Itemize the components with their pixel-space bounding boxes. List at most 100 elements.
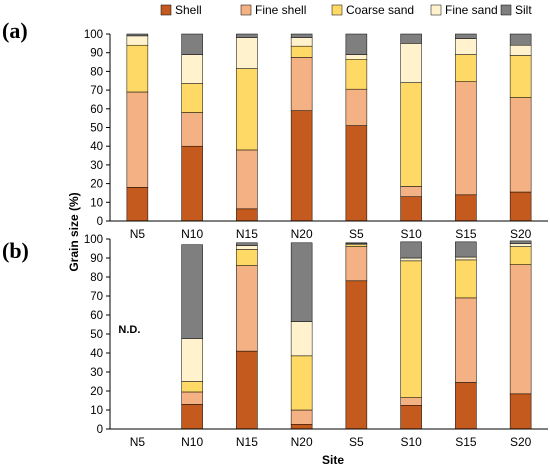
bar-segment-shell	[345, 280, 368, 430]
bar-segment-silt	[400, 241, 422, 259]
legend-swatch	[240, 4, 252, 16]
bar-segment-coarse-sand	[345, 244, 368, 247]
y-tick-label: 40	[90, 348, 103, 360]
bar-segment-silt	[345, 242, 368, 245]
legend-swatch	[430, 4, 442, 16]
bar-segment-fine-sand	[509, 243, 532, 247]
x-tick-label: S20	[510, 227, 532, 241]
bar-segment-fine-shell	[236, 149, 258, 210]
bar-segment-fine-sand	[509, 44, 532, 56]
bar-segment-fine-shell	[126, 91, 149, 188]
y-tick-label: 20	[90, 386, 103, 398]
x-tick-label: S15	[455, 227, 477, 241]
x-tick-label: N15	[236, 435, 258, 449]
x-axis-title: Site	[322, 453, 344, 467]
bar-segment-fine-sand	[455, 38, 477, 55]
bar-segment-coarse-sand	[455, 54, 477, 82]
panel-label: (b)	[2, 238, 29, 263]
bar-segment-fine-shell	[181, 391, 203, 405]
bar-segment-silt	[509, 240, 532, 244]
bar-segment-fine-shell	[509, 97, 532, 193]
y-tick-label: 0	[97, 424, 103, 436]
bar-segment-fine-sand	[400, 257, 422, 262]
bar-segment-silt	[290, 242, 313, 322]
y-tick-label: 20	[90, 179, 103, 191]
bar-segment-fine-shell	[455, 81, 477, 196]
bar-segment-silt	[455, 241, 477, 258]
y-tick-label: 10	[90, 405, 103, 417]
bar-segment-coarse-sand	[236, 68, 258, 151]
bar-segment-shell	[290, 110, 313, 222]
y-tick-label: 30	[90, 367, 103, 379]
bar-segment-coarse-sand	[236, 249, 258, 266]
bar-segment-silt	[400, 33, 422, 44]
bar-segment-fine-shell	[290, 409, 313, 425]
bar-segment-coarse-sand	[181, 381, 203, 393]
panel-a: (a) 0 10 20 30 40 50 60 70 80 90 100 N5 N10 N15 N20 S5 S1…	[2, 18, 548, 241]
y-axis-title: Grain size (%)	[67, 192, 81, 271]
bar-segment-shell	[181, 404, 203, 430]
bar-segment-coarse-sand	[509, 55, 532, 98]
bar-segment-fine-sand	[345, 54, 368, 60]
x-tick-label: S5	[349, 227, 364, 241]
bar-segment-fine-sand	[400, 43, 422, 83]
x-tick-label: N20	[291, 227, 313, 241]
y-tick-label: 70	[90, 85, 103, 97]
bar-segment-fine-shell	[345, 88, 368, 126]
bar-segment-silt	[181, 33, 203, 55]
y-tick-label: 80	[90, 66, 103, 78]
x-tick-label: S20	[510, 435, 532, 449]
bar-segment-fine-shell	[290, 57, 313, 111]
bar-segment-silt	[345, 33, 368, 55]
bar-segment-silt	[236, 33, 258, 38]
bar-segment-silt	[455, 33, 477, 39]
bar-segment-shell	[345, 125, 368, 222]
bar-segment-fine-sand	[455, 256, 477, 261]
bar-segment-shell	[236, 208, 258, 222]
bar-segment-coarse-sand	[126, 44, 149, 93]
bar-segment-coarse-sand	[455, 259, 477, 299]
bar-segment-silt	[290, 33, 313, 38]
y-tick-label: 10	[90, 197, 103, 209]
legend-label: Coarse sand	[346, 3, 414, 17]
bar-segment-shell	[126, 187, 149, 222]
x-tick-label: S15	[455, 435, 477, 449]
bar-segment-coarse-sand	[400, 82, 422, 187]
bar-segment-coarse-sand	[400, 260, 422, 398]
bar-segment-fine-sand	[290, 37, 313, 47]
bar-segment-shell	[290, 424, 313, 430]
y-tick-label: 60	[90, 310, 103, 322]
x-tick-label: N10	[181, 227, 203, 241]
y-tick-label: 90	[90, 253, 103, 265]
bar-segment-fine-shell	[236, 265, 258, 352]
bar-segment-fine-shell	[509, 264, 532, 395]
panel-b: (b) 0 10 20 30 40 50 60 70 80 90 100 N5 N10 N15 N20 S5 S1…	[2, 234, 548, 449]
legend-label: Fine shell	[255, 3, 306, 17]
bar-segment-fine-sand	[236, 245, 258, 250]
x-tick-label: N5	[130, 227, 146, 241]
bar-segment-fine-sand	[290, 321, 313, 357]
bar-segment-silt	[236, 242, 258, 246]
x-tick-label: S10	[400, 435, 422, 449]
bar-segment-shell	[455, 382, 477, 430]
bar-segment-coarse-sand	[509, 246, 532, 265]
y-tick-label: 70	[90, 291, 103, 303]
bar-segment-coarse-sand	[290, 355, 313, 411]
legend-label: Fine sand	[445, 3, 498, 17]
y-tick-label: 80	[90, 272, 103, 284]
bar-segment-fine-sand	[236, 37, 258, 69]
x-tick-label: S5	[349, 435, 364, 449]
y-tick-label: 50	[90, 329, 103, 341]
y-tick-label: 90	[90, 48, 103, 60]
y-tick-label: 50	[90, 123, 103, 135]
bar-segment-shell	[181, 145, 203, 222]
bar-segment-fine-shell	[345, 246, 368, 282]
x-tick-label: N20	[291, 435, 313, 449]
y-tick-label: 100	[84, 234, 103, 246]
bar-segment-shell	[509, 191, 532, 222]
bar-segment-shell	[509, 393, 532, 430]
y-tick-label: 100	[84, 29, 103, 41]
annotation-text: N.D.	[118, 324, 140, 336]
bar-segment-silt	[126, 33, 149, 37]
bar-segment-coarse-sand	[290, 45, 313, 58]
